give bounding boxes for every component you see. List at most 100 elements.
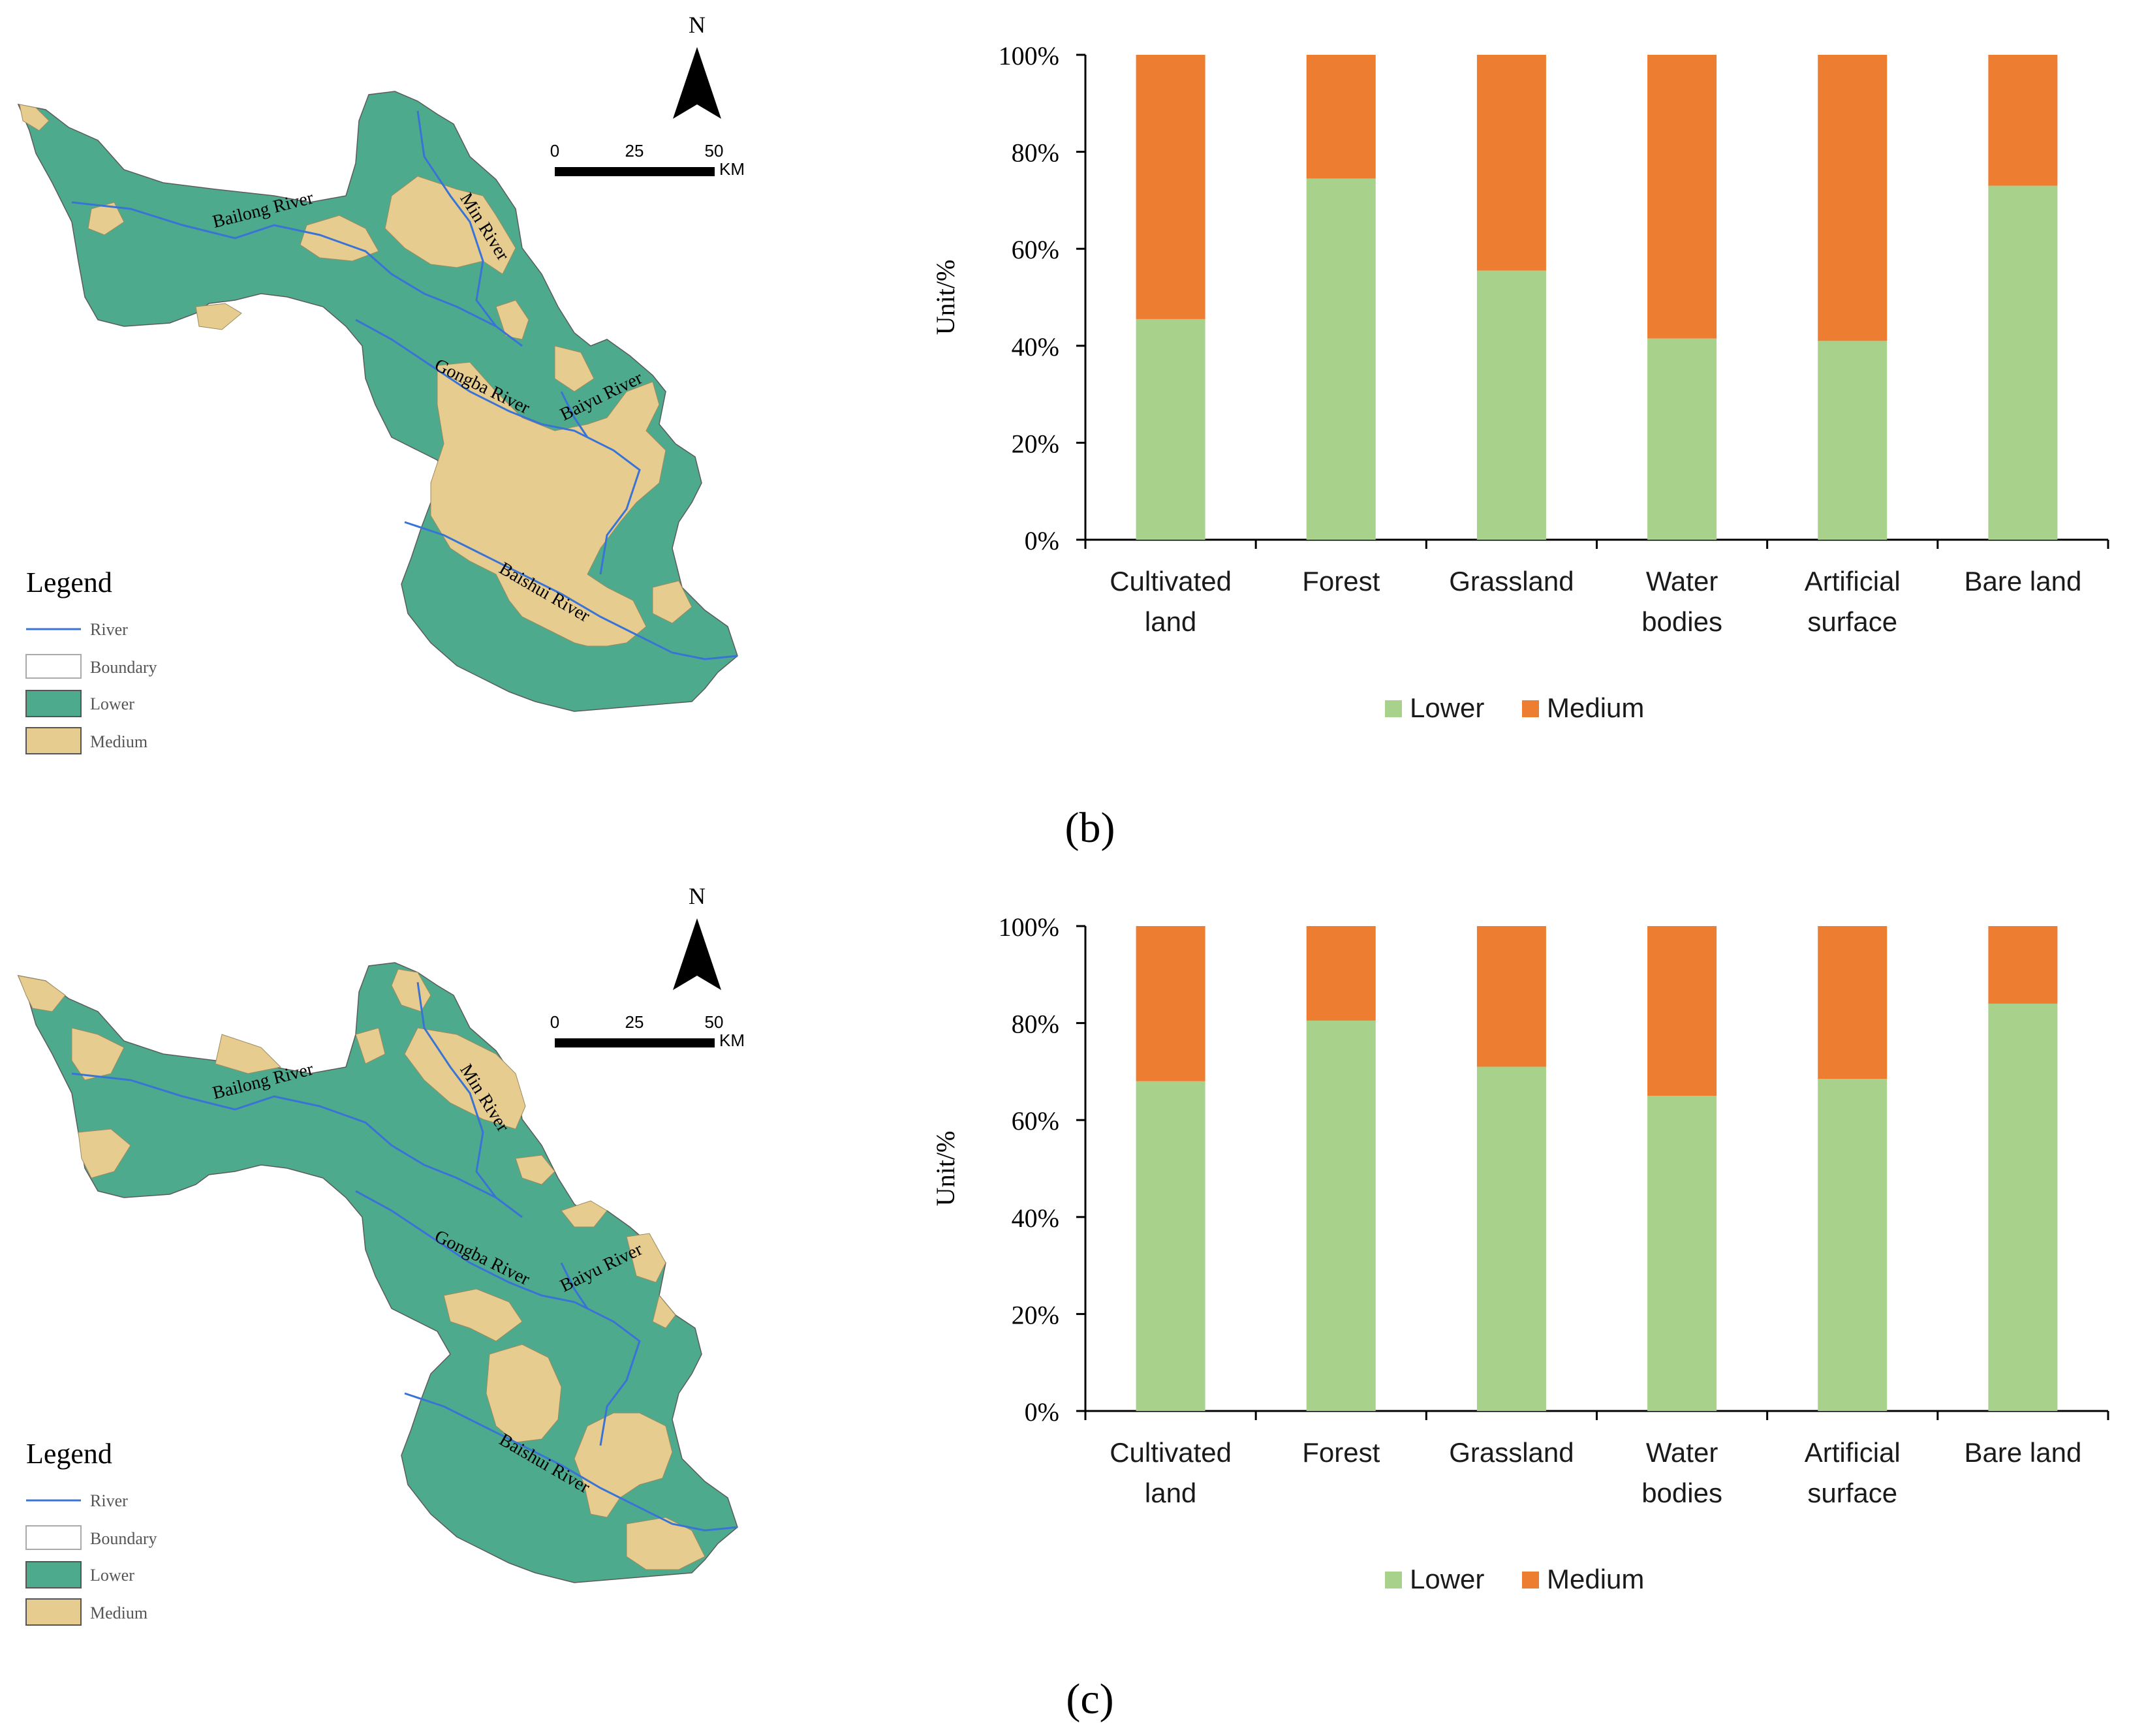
y-tick-label-0%: 0% [1025,1397,1059,1427]
legend-swatch-lower [1385,700,1402,717]
river-baiyu [560,391,589,438]
chart: 0% 20% 40% 60% 80% 100% Unit/% Cultivated land Fo… [931,41,2109,723]
river-baishui [404,1392,738,1532]
legend-item-river: River [90,620,128,639]
legend-item-lower: Lower [90,1566,134,1585]
legend-title: Legend [26,566,112,598]
legend-label-lower: Lower [1410,1564,1484,1594]
y-tick-label-40%: 40% [1012,1203,1059,1233]
x-tick-label-1-0: Forest [1302,566,1380,597]
north-arrow-icon [673,47,721,119]
legend-item-boundary: Boundary [90,658,157,677]
y-tick-label-40%: 40% [1012,332,1059,362]
chart: 0% 20% 40% 60% 80% 100% Unit/% Cultivated land Fo… [931,912,2109,1594]
scale-tick-0: 0 [550,141,559,161]
scale-unit: KM [719,1031,745,1050]
bar-lower-water-bodies [1647,1096,1717,1411]
x-tick-label-0-0: Cultivated [1110,566,1232,597]
bar-medium-bare-land [1988,926,2058,1004]
y-tick-label-80%: 80% [1012,138,1059,168]
x-tick-label-4-1: surface [1807,606,1897,637]
bar-medium-water-bodies [1647,55,1717,339]
bar-lower-cultivated-land [1136,318,1205,540]
x-tick-label-5-0: Bare land [1965,566,2082,597]
river-baishui [404,521,738,660]
north-arrow-icon [673,918,721,990]
legend-label-medium: Medium [1547,1564,1644,1594]
legend-lower-swatch [25,1561,82,1589]
legend-title: Legend [26,1438,112,1470]
y-tick-label-100%: 100% [999,41,1059,70]
legend-item-lower: Lower [90,694,134,713]
x-tick-label-4-0: Artificial [1805,1437,1901,1468]
x-tick-label-2-0: Grassland [1449,566,1574,597]
scale-tick-50: 50 [705,1012,724,1032]
north-arrow-left [673,47,697,119]
x-tick-label-0-1: land [1145,606,1196,637]
legend-medium-swatch [25,727,82,754]
north-arrow-right [697,47,721,119]
y-tick-label-60%: 60% [1012,235,1059,264]
bar-lower-water-bodies [1647,338,1717,540]
x-tick-label-0-0: Cultivated [1110,1437,1232,1468]
legend-medium-swatch [25,1598,82,1626]
bar-lower-grassland [1476,1066,1546,1411]
panel-label: (c) [1066,1675,1113,1723]
x-tick-label-5-0: Bare land [1965,1437,2082,1468]
scale-tick-0: 0 [550,1012,559,1032]
river-gongba [355,1190,641,1446]
y-axis-label: Unit/% [931,260,960,335]
river-min [416,110,497,327]
scale-tick-25: 25 [625,1012,644,1032]
bar-medium-cultivated-land [1136,926,1205,1081]
bar-medium-water-bodies [1647,926,1717,1096]
chart-legend: Lower Medium [1385,1564,1644,1594]
scale-tick-25: 25 [625,141,644,161]
legend-label-medium: Medium [1547,692,1644,723]
legend-boundary-swatch [25,654,82,679]
legend-swatch-lower [1385,1572,1402,1589]
river-min [416,982,497,1198]
legend-item-medium: Medium [90,732,148,751]
bar-lower-cultivated-land [1136,1081,1205,1411]
scale-bar-line [555,167,715,176]
north-arrow-right [697,918,721,990]
x-tick-label-3-1: bodies [1641,1478,1722,1508]
river-gongba [355,318,641,575]
y-tick-label-0%: 0% [1025,526,1059,555]
bar-medium-grassland [1476,55,1546,271]
panel-label: (b) [1065,804,1115,852]
river-bailong [71,201,523,347]
y-tick-label-60%: 60% [1012,1106,1059,1136]
y-axis-label: Unit/% [931,1131,960,1207]
bar-lower-artificial-surface [1818,341,1888,540]
y-tick-label-80%: 80% [1012,1010,1059,1039]
bar-lower-forest [1306,178,1376,540]
bar-medium-cultivated-land [1136,55,1205,319]
x-tick-label-4-1: surface [1807,1478,1897,1508]
river-baiyu [560,1262,589,1309]
bar-medium-forest [1306,55,1376,179]
north-label: N [689,12,706,38]
north-arrow-left [673,918,697,990]
x-tick-label-3-0: Water [1646,1437,1718,1468]
x-tick-label-3-0: Water [1646,566,1718,597]
legend-boundary-swatch [25,1525,82,1550]
y-tick-label-100%: 100% [999,912,1059,942]
bar-medium-grassland [1476,926,1546,1067]
legend-item-river: River [90,1491,128,1510]
x-tick-label-4-0: Artificial [1805,566,1901,597]
legend-item-boundary: Boundary [90,1529,157,1548]
x-tick-label-3-1: bodies [1641,606,1722,637]
bar-lower-forest [1306,1020,1376,1411]
y-tick-label-20%: 20% [1012,429,1059,458]
bar-medium-artificial-surface [1818,926,1888,1079]
river-bailong [71,1072,523,1218]
